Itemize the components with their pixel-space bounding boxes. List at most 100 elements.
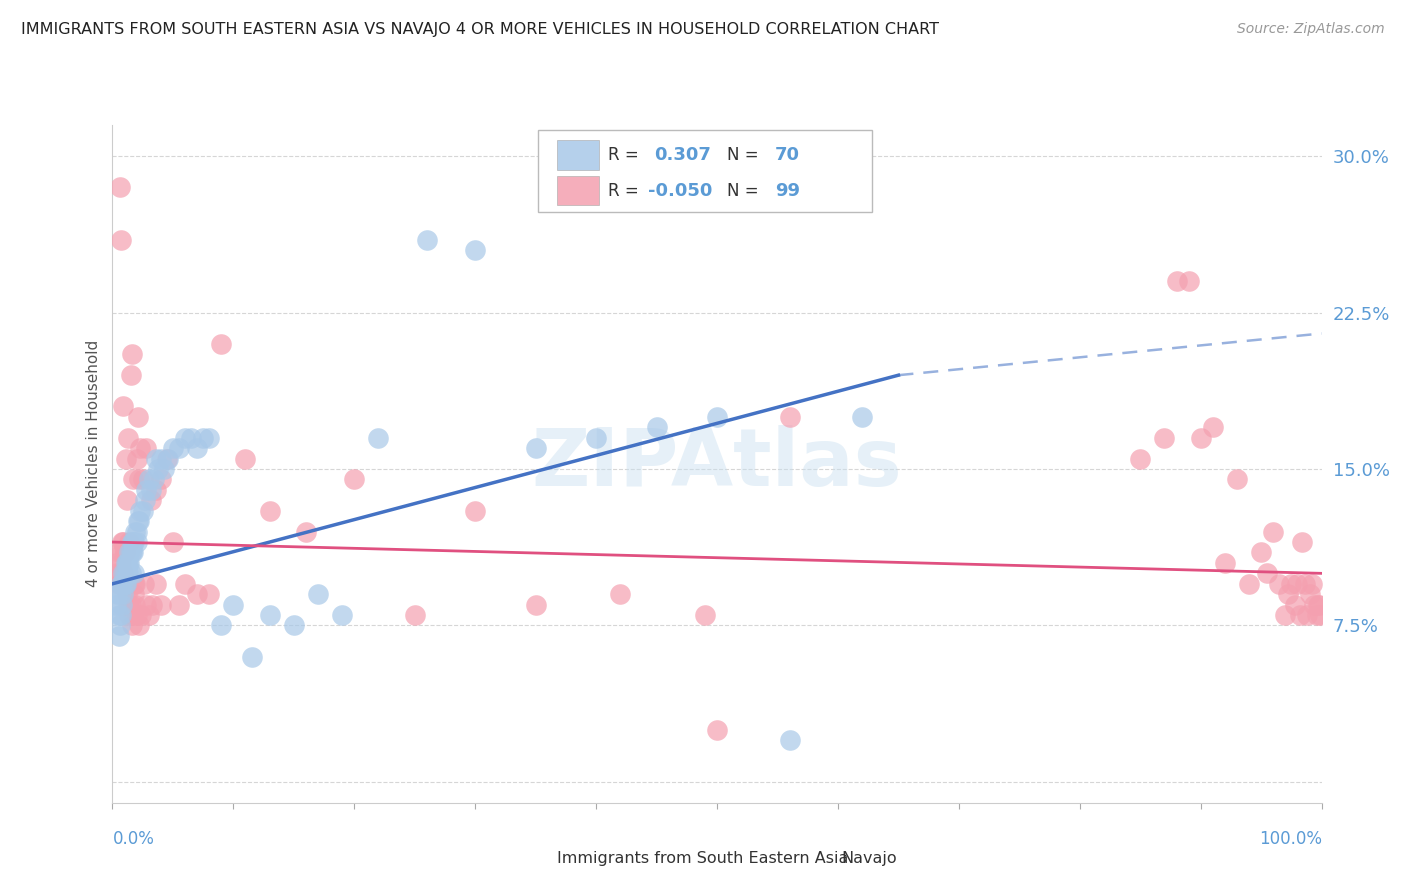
- Text: R =: R =: [609, 146, 638, 164]
- Point: [235, 451, 257, 466]
- Point: [149, 598, 172, 612]
- Point: [464, 504, 486, 518]
- FancyBboxPatch shape: [806, 847, 837, 870]
- Point: [118, 556, 141, 570]
- Point: [112, 535, 135, 549]
- Text: 0.307: 0.307: [654, 146, 711, 164]
- Point: [186, 441, 208, 455]
- Point: [167, 598, 190, 612]
- Point: [112, 587, 135, 601]
- Point: [122, 608, 145, 623]
- Point: [110, 576, 132, 591]
- Point: [1306, 598, 1329, 612]
- Point: [108, 618, 131, 632]
- Point: [1177, 274, 1199, 288]
- Point: [122, 566, 145, 581]
- Point: [114, 451, 136, 466]
- Text: Navajo: Navajo: [842, 851, 897, 866]
- Point: [122, 587, 145, 601]
- Point: [121, 545, 143, 559]
- Point: [132, 473, 155, 487]
- Point: [645, 420, 668, 434]
- Point: [122, 535, 145, 549]
- Point: [129, 504, 152, 518]
- FancyBboxPatch shape: [538, 129, 872, 211]
- Point: [121, 535, 143, 549]
- Point: [105, 556, 128, 570]
- Point: [107, 629, 129, 643]
- Point: [1291, 535, 1313, 549]
- Text: Immigrants from South Eastern Asia: Immigrants from South Eastern Asia: [557, 851, 849, 866]
- Point: [138, 473, 160, 487]
- Point: [135, 483, 157, 497]
- Point: [1213, 556, 1236, 570]
- FancyBboxPatch shape: [557, 140, 599, 169]
- Point: [1153, 431, 1175, 445]
- Text: 100.0%: 100.0%: [1258, 830, 1322, 848]
- Point: [1303, 598, 1326, 612]
- Text: N =: N =: [727, 182, 758, 200]
- Point: [108, 180, 131, 194]
- Y-axis label: 4 or more Vehicles in Household: 4 or more Vehicles in Household: [86, 340, 101, 588]
- Text: R =: R =: [609, 182, 638, 200]
- Point: [585, 431, 607, 445]
- Point: [107, 545, 129, 559]
- Point: [180, 431, 202, 445]
- Point: [120, 566, 142, 581]
- Point: [330, 608, 353, 623]
- Point: [1309, 608, 1331, 623]
- Point: [110, 608, 132, 623]
- Point: [209, 337, 232, 351]
- Point: [1226, 473, 1249, 487]
- Point: [120, 598, 142, 612]
- Point: [110, 556, 132, 570]
- Text: 0.0%: 0.0%: [112, 830, 155, 848]
- Point: [124, 576, 146, 591]
- Point: [111, 535, 134, 549]
- Point: [114, 545, 136, 559]
- Point: [122, 473, 145, 487]
- Point: [105, 566, 128, 581]
- Point: [307, 587, 329, 601]
- Point: [222, 598, 245, 612]
- Point: [148, 462, 170, 476]
- Point: [524, 598, 547, 612]
- Text: -0.050: -0.050: [648, 182, 713, 200]
- Point: [162, 441, 184, 455]
- Point: [1237, 576, 1260, 591]
- Point: [1279, 576, 1302, 591]
- Point: [367, 431, 389, 445]
- Point: [111, 576, 134, 591]
- Point: [1268, 576, 1291, 591]
- Point: [240, 649, 263, 664]
- Point: [295, 524, 318, 539]
- Point: [124, 598, 146, 612]
- Point: [779, 733, 801, 747]
- Point: [115, 493, 138, 508]
- Point: [851, 409, 873, 424]
- Point: [125, 451, 148, 466]
- Point: [134, 493, 156, 508]
- Point: [259, 608, 281, 623]
- Point: [125, 524, 148, 539]
- Point: [128, 514, 150, 528]
- Point: [127, 409, 149, 424]
- Point: [105, 598, 128, 612]
- Point: [1308, 598, 1330, 612]
- Point: [145, 576, 167, 591]
- Point: [191, 431, 214, 445]
- Point: [115, 587, 138, 601]
- Point: [111, 545, 134, 559]
- Point: [122, 545, 145, 559]
- Point: [127, 514, 149, 528]
- Point: [706, 723, 728, 737]
- Point: [198, 587, 221, 601]
- Point: [132, 504, 155, 518]
- Point: [114, 566, 136, 581]
- Point: [198, 431, 221, 445]
- Point: [1306, 608, 1329, 623]
- Point: [153, 462, 176, 476]
- Point: [174, 576, 197, 591]
- Point: [124, 524, 146, 539]
- Point: [343, 473, 366, 487]
